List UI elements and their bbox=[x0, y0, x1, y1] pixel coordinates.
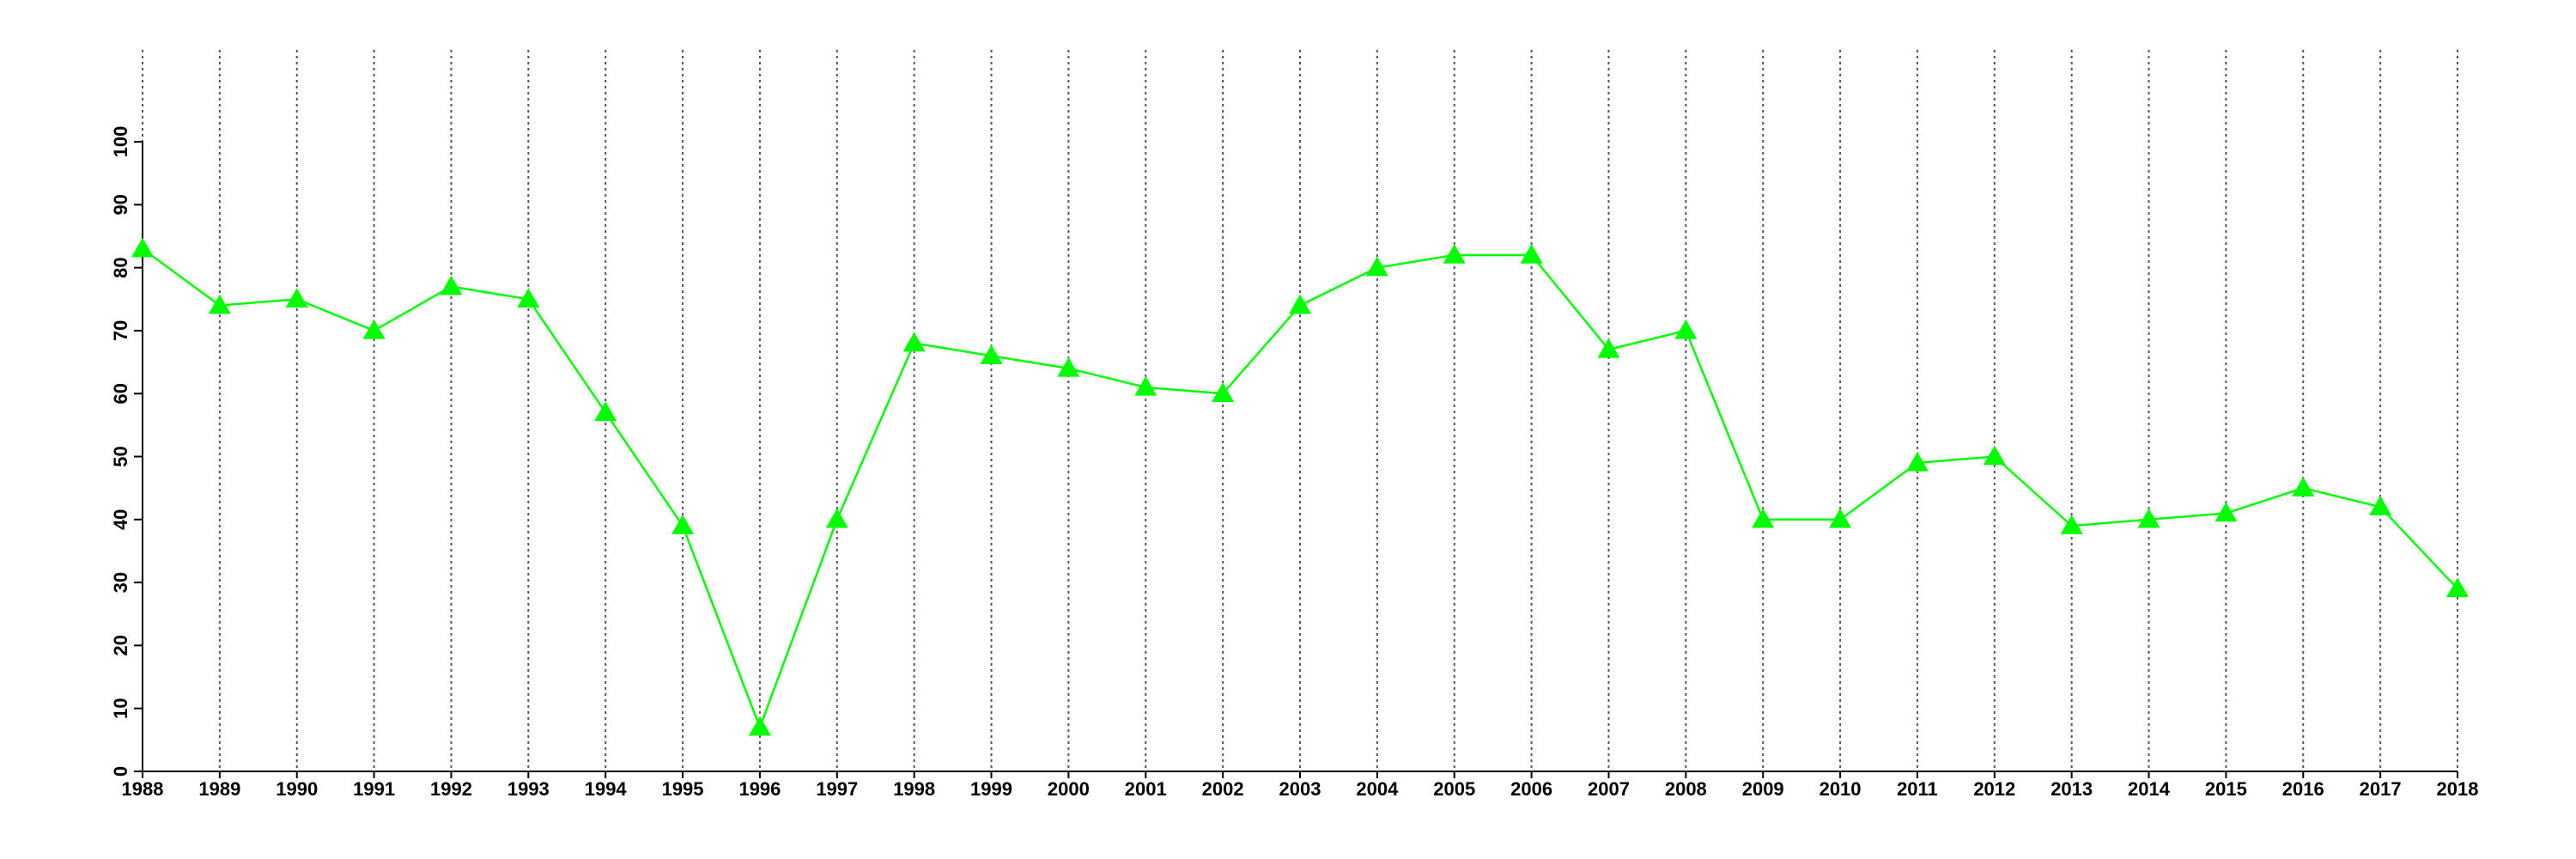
x-tick-label: 2002 bbox=[1202, 778, 1244, 800]
x-tick-label: 2015 bbox=[2205, 778, 2247, 800]
marker bbox=[2446, 577, 2469, 598]
marker bbox=[2060, 515, 2083, 534]
marker bbox=[2292, 477, 2315, 497]
x-tick-label: 2011 bbox=[1897, 778, 1938, 800]
marker bbox=[1520, 243, 1543, 264]
x-tick-label: 1993 bbox=[507, 778, 550, 800]
x-tick-label: 2005 bbox=[1433, 778, 1475, 800]
x-tick-label: 2014 bbox=[2128, 778, 2171, 800]
marker bbox=[1057, 356, 1080, 377]
marker bbox=[362, 319, 386, 339]
x-tick-label: 2013 bbox=[2050, 778, 2093, 800]
marker bbox=[594, 401, 617, 421]
x-tick-label: 1998 bbox=[893, 778, 935, 800]
x-tick-label: 1996 bbox=[738, 778, 781, 800]
y-tick-label: 60 bbox=[110, 383, 131, 404]
y-tick-label: 50 bbox=[110, 446, 131, 466]
x-tick-label: 2006 bbox=[1510, 778, 1552, 800]
marker bbox=[440, 275, 463, 295]
marker bbox=[2137, 508, 2160, 528]
x-tick-label: 2000 bbox=[1048, 778, 1090, 800]
marker bbox=[1829, 508, 1852, 528]
x-tick-label: 2008 bbox=[1665, 778, 1707, 800]
x-tick-label: 2010 bbox=[1820, 778, 1862, 800]
y-tick-label: 10 bbox=[110, 698, 131, 718]
marker bbox=[208, 294, 231, 314]
marker bbox=[517, 288, 540, 308]
marker bbox=[902, 332, 926, 352]
x-tick-label: 2018 bbox=[2437, 778, 2479, 800]
x-tick-label: 1999 bbox=[970, 778, 1012, 800]
x-tick-label: 1994 bbox=[585, 778, 628, 800]
marker bbox=[2369, 496, 2392, 515]
x-tick-label: 1995 bbox=[662, 778, 704, 800]
x-tick-label: 2003 bbox=[1279, 778, 1321, 800]
x-tick-label: 1988 bbox=[122, 778, 164, 800]
x-tick-label: 2007 bbox=[1588, 778, 1630, 800]
marker bbox=[1752, 508, 1775, 528]
marker bbox=[1212, 382, 1235, 402]
marker bbox=[1443, 243, 1466, 264]
x-tick-label: 1989 bbox=[198, 778, 240, 800]
y-tick-label: 80 bbox=[110, 257, 131, 277]
x-tick-label: 2001 bbox=[1125, 778, 1167, 800]
marker bbox=[285, 288, 308, 308]
x-tick-label: 1997 bbox=[816, 778, 858, 800]
y-tick-label: 90 bbox=[110, 194, 131, 215]
x-tick-label: 2017 bbox=[2360, 778, 2402, 800]
x-tick-label: 2016 bbox=[2282, 778, 2324, 800]
y-tick-label: 0 bbox=[110, 766, 131, 777]
marker bbox=[1597, 338, 1620, 358]
x-tick-label: 2009 bbox=[1742, 778, 1784, 800]
x-tick-label: 1992 bbox=[430, 778, 472, 800]
marker bbox=[1134, 375, 1157, 396]
y-tick-label: 20 bbox=[110, 635, 131, 655]
marker bbox=[2215, 502, 2238, 522]
y-tick-label: 40 bbox=[110, 509, 131, 530]
x-tick-label: 2012 bbox=[1973, 778, 2015, 800]
y-tick-label: 30 bbox=[110, 572, 131, 593]
marker bbox=[131, 237, 154, 258]
x-tick-label: 1990 bbox=[276, 778, 318, 800]
marker bbox=[748, 716, 771, 736]
marker bbox=[1289, 294, 1311, 314]
marker bbox=[980, 344, 1003, 364]
y-tick-label: 70 bbox=[110, 320, 131, 341]
x-tick-label: 2004 bbox=[1356, 778, 1399, 800]
x-tick-label: 1991 bbox=[353, 778, 395, 800]
marker bbox=[671, 515, 695, 534]
marker bbox=[1365, 256, 1388, 277]
marker bbox=[1983, 445, 2006, 466]
y-tick-label: 100 bbox=[110, 126, 131, 158]
marker bbox=[825, 508, 848, 528]
marker bbox=[1674, 319, 1698, 339]
marker bbox=[1905, 451, 1929, 472]
